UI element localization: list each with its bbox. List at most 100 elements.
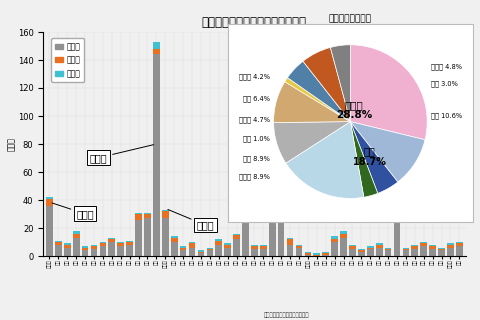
Bar bbox=[438, 250, 445, 256]
Bar bbox=[224, 245, 231, 248]
Bar bbox=[269, 182, 276, 256]
Bar bbox=[46, 205, 53, 256]
Bar bbox=[189, 244, 195, 248]
Text: 関西: 関西 bbox=[364, 146, 375, 156]
Text: 中四国 8.9%: 中四国 8.9% bbox=[239, 173, 270, 180]
Bar bbox=[429, 246, 436, 249]
Bar bbox=[367, 246, 373, 248]
Wedge shape bbox=[350, 122, 425, 182]
Bar bbox=[126, 241, 133, 242]
Bar bbox=[323, 255, 329, 256]
Bar bbox=[55, 241, 62, 242]
Bar bbox=[189, 242, 195, 244]
Bar bbox=[287, 238, 293, 239]
Bar bbox=[251, 249, 258, 256]
Bar bbox=[367, 248, 373, 249]
Bar bbox=[135, 214, 142, 220]
Bar bbox=[278, 207, 285, 256]
Text: 北関東 4.2%: 北関東 4.2% bbox=[239, 74, 270, 80]
Bar bbox=[304, 252, 311, 253]
Bar bbox=[447, 244, 454, 245]
Bar bbox=[99, 246, 106, 256]
Bar bbox=[349, 249, 356, 256]
Bar bbox=[242, 185, 249, 256]
Bar bbox=[456, 246, 463, 256]
Bar bbox=[420, 242, 427, 244]
Bar bbox=[296, 245, 302, 246]
Bar bbox=[394, 201, 400, 207]
Bar bbox=[153, 54, 160, 256]
Bar bbox=[358, 250, 365, 252]
Bar bbox=[367, 249, 373, 256]
Bar bbox=[429, 245, 436, 246]
Legend: 私立大, 公立大, 国立大: 私立大, 公立大, 国立大 bbox=[51, 38, 84, 82]
Bar bbox=[260, 245, 267, 246]
Bar bbox=[118, 242, 124, 244]
Bar bbox=[411, 249, 418, 256]
Bar bbox=[135, 212, 142, 214]
Text: 北陸 3.0%: 北陸 3.0% bbox=[431, 80, 458, 86]
Bar bbox=[64, 248, 71, 256]
Bar bbox=[171, 238, 178, 242]
Wedge shape bbox=[274, 82, 350, 123]
Text: 北海道 4.7%: 北海道 4.7% bbox=[239, 117, 270, 124]
Bar bbox=[331, 242, 338, 256]
Title: エリア別の大学数: エリア別の大学数 bbox=[329, 14, 372, 23]
Bar bbox=[233, 234, 240, 235]
Bar bbox=[46, 197, 53, 199]
Text: 甲信越 4.8%: 甲信越 4.8% bbox=[431, 63, 462, 70]
Bar bbox=[233, 235, 240, 239]
Wedge shape bbox=[274, 122, 350, 163]
Bar bbox=[153, 49, 160, 54]
Bar bbox=[216, 241, 222, 245]
Bar bbox=[242, 173, 249, 176]
Bar bbox=[224, 248, 231, 256]
Bar bbox=[403, 249, 409, 250]
Bar bbox=[99, 244, 106, 246]
Bar bbox=[349, 245, 356, 246]
Bar bbox=[278, 200, 285, 207]
Bar bbox=[331, 239, 338, 242]
Bar bbox=[385, 248, 391, 249]
Bar bbox=[91, 246, 97, 249]
Text: 九州 8.9%: 九州 8.9% bbox=[243, 155, 270, 162]
Bar bbox=[64, 245, 71, 248]
Text: 28.8%: 28.8% bbox=[336, 110, 372, 120]
Bar bbox=[269, 178, 276, 182]
Bar bbox=[108, 239, 115, 242]
Bar bbox=[189, 248, 195, 256]
Bar bbox=[162, 218, 168, 256]
Bar bbox=[198, 250, 204, 252]
Bar bbox=[304, 253, 311, 255]
Bar bbox=[108, 238, 115, 239]
Bar bbox=[64, 244, 71, 245]
Bar bbox=[269, 176, 276, 178]
Text: 沖縄 1.0%: 沖縄 1.0% bbox=[243, 135, 270, 142]
Y-axis label: （校）: （校） bbox=[7, 137, 16, 151]
Bar bbox=[376, 244, 383, 245]
Bar bbox=[73, 234, 80, 238]
Text: 私立大: 私立大 bbox=[90, 145, 154, 163]
Text: 首都圏: 首都圏 bbox=[345, 100, 364, 110]
Bar bbox=[260, 246, 267, 249]
Bar bbox=[296, 246, 302, 248]
Bar bbox=[82, 250, 88, 256]
Bar bbox=[55, 245, 62, 256]
Bar bbox=[403, 250, 409, 256]
Bar bbox=[91, 249, 97, 256]
Wedge shape bbox=[285, 78, 350, 122]
Bar bbox=[99, 242, 106, 244]
Bar bbox=[340, 231, 347, 234]
Text: 国立大: 国立大 bbox=[168, 210, 214, 230]
Bar bbox=[198, 252, 204, 253]
Bar bbox=[162, 210, 168, 211]
Bar bbox=[55, 242, 62, 245]
Wedge shape bbox=[350, 122, 378, 197]
Bar bbox=[358, 249, 365, 250]
Bar bbox=[296, 248, 302, 256]
Bar bbox=[438, 249, 445, 250]
Bar bbox=[126, 245, 133, 256]
Bar bbox=[331, 236, 338, 239]
Bar bbox=[135, 220, 142, 256]
Text: 東北 6.4%: 東北 6.4% bbox=[243, 95, 270, 102]
